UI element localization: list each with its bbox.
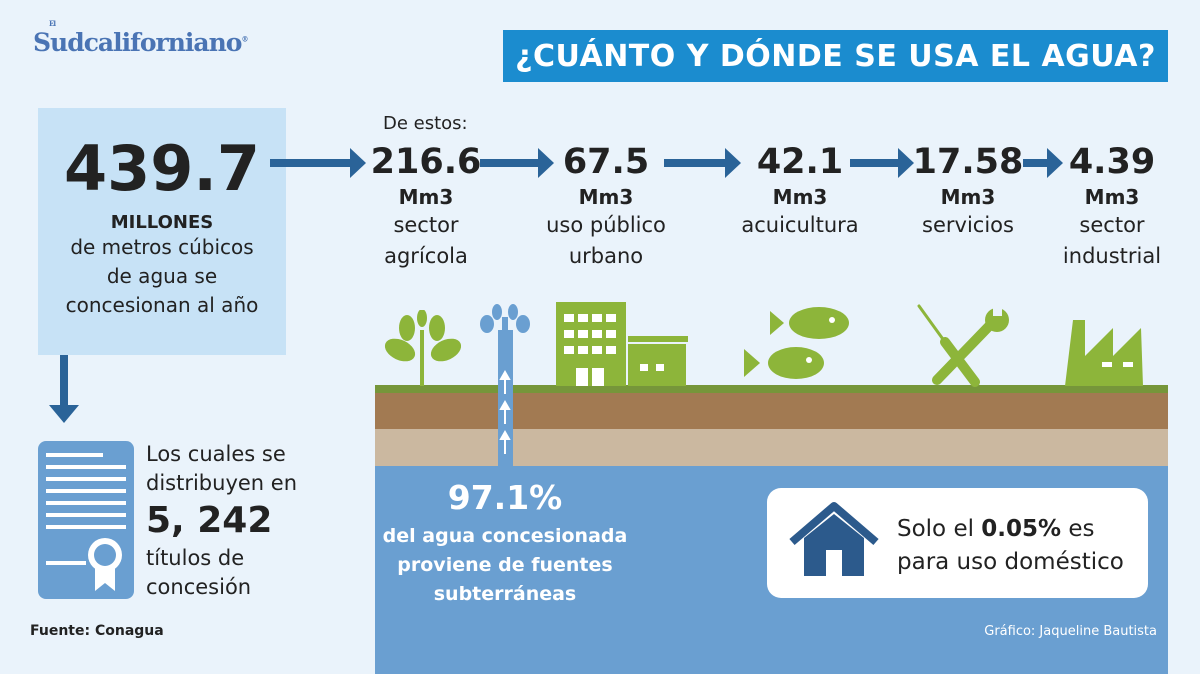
credit: Gráfico: Jaqueline Bautista: [984, 624, 1157, 639]
arrow-down-icon: [60, 355, 68, 407]
titles-value: 5, 242: [146, 500, 273, 541]
arrow-right-icon: [664, 148, 741, 178]
source: Fuente: Conagua: [30, 623, 164, 639]
logo: El Sudcaliforniano®: [33, 19, 248, 57]
factory-icon: [1065, 320, 1143, 386]
arrow-right-icon: [1023, 148, 1063, 178]
house-icon: [789, 502, 879, 576]
titles-text: Los cuales se distribuyen en 5, 242 títu…: [146, 442, 298, 599]
sector-acuicultura: 42.1 Mm3 acuicultura: [741, 142, 859, 237]
total-unit: MILLONES: [110, 212, 214, 233]
plant-icon: [384, 310, 462, 386]
water-fountain-icon: [480, 304, 530, 454]
sector-agricola: 216.6 Mm3 sector agrícola: [370, 142, 482, 268]
sector-servicios: 17.58 Mm3 servicios: [912, 142, 1024, 237]
certificate-icon: [38, 441, 134, 599]
arrow-right-icon: [850, 148, 914, 178]
domestic-text: Solo el 0.05% es para uso doméstico: [897, 516, 1124, 575]
groundwater-value: 97.1%: [447, 478, 563, 517]
fish-icon: [744, 307, 849, 379]
groundwater-text: del agua concesionada proviene de fuente…: [382, 525, 628, 605]
arrow-right-icon: [270, 148, 366, 178]
page-title: ¿CUÁNTO Y DÓNDE SE USA EL AGUA?: [503, 30, 1168, 82]
tools-icon: [917, 302, 1009, 387]
arrow-down-head: [49, 405, 79, 423]
well-pipe: [498, 330, 513, 466]
sector-industrial: 4.39 Mm3 sector industrial: [1062, 142, 1162, 268]
buildings-icon: [556, 302, 688, 386]
total-value: 439.7: [63, 132, 261, 205]
sector-urbano: 67.5 Mm3 uso público urbano: [546, 142, 666, 268]
total-box: 439.7 MILLONES de metros cúbicos de agua…: [38, 108, 286, 355]
arrow-right-icon: [480, 148, 554, 178]
intro-text: De estos:: [383, 113, 468, 134]
ground-grass: [375, 385, 1168, 393]
